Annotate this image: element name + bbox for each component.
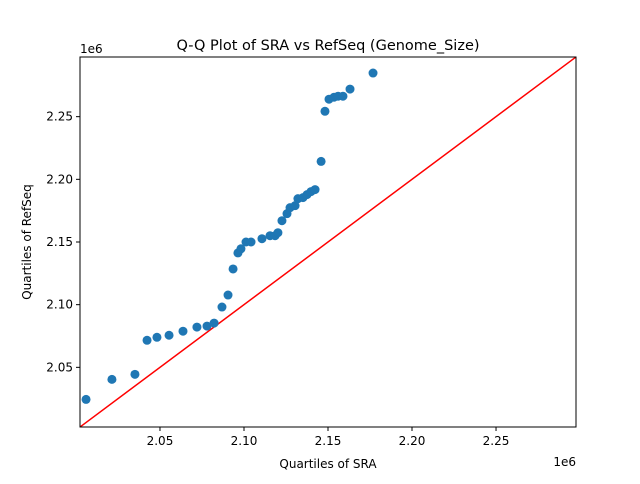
data-point xyxy=(290,201,300,211)
y-tick-label: 2.20 xyxy=(46,172,73,186)
data-point xyxy=(257,234,267,244)
data-point xyxy=(246,237,256,247)
y-tick-label: 2.15 xyxy=(46,235,73,249)
y-tick-label: 2.10 xyxy=(46,298,73,312)
x-tick-label: 2.10 xyxy=(231,434,258,448)
data-point xyxy=(273,228,283,238)
data-point xyxy=(223,290,233,300)
data-point xyxy=(178,326,188,336)
x-tick-label: 2.05 xyxy=(147,434,174,448)
x-offset-label: 1e6 xyxy=(553,455,576,469)
data-point xyxy=(202,321,212,331)
y-offset-label: 1e6 xyxy=(80,42,103,56)
data-point xyxy=(142,335,152,345)
y-tick-label: 2.25 xyxy=(46,110,73,124)
reference-line xyxy=(80,57,576,427)
data-point xyxy=(217,302,227,312)
data-point xyxy=(320,106,330,116)
x-tick-label: 2.15 xyxy=(315,434,342,448)
data-point xyxy=(130,369,140,379)
data-point xyxy=(316,156,326,166)
data-point xyxy=(209,318,219,328)
y-tick-label: 2.05 xyxy=(46,360,73,374)
data-point xyxy=(368,68,378,78)
x-axis-label: Quartiles of SRA xyxy=(279,457,377,471)
data-point xyxy=(192,322,202,332)
x-tick-label: 2.20 xyxy=(399,434,426,448)
data-point xyxy=(228,264,238,274)
data-point xyxy=(310,185,320,195)
data-point xyxy=(338,91,348,101)
data-point xyxy=(107,374,117,384)
data-point xyxy=(164,330,174,340)
data-point xyxy=(277,216,287,226)
data-point xyxy=(236,244,246,254)
chart-title: Q-Q Plot of SRA vs RefSeq (Genome_Size) xyxy=(176,38,479,54)
data-point xyxy=(81,394,91,404)
y-axis-label: Quartiles of RefSeq xyxy=(20,184,34,300)
data-point xyxy=(152,332,162,342)
x-tick-label: 2.25 xyxy=(483,434,510,448)
data-point xyxy=(345,84,355,94)
plot-frame xyxy=(79,56,577,428)
